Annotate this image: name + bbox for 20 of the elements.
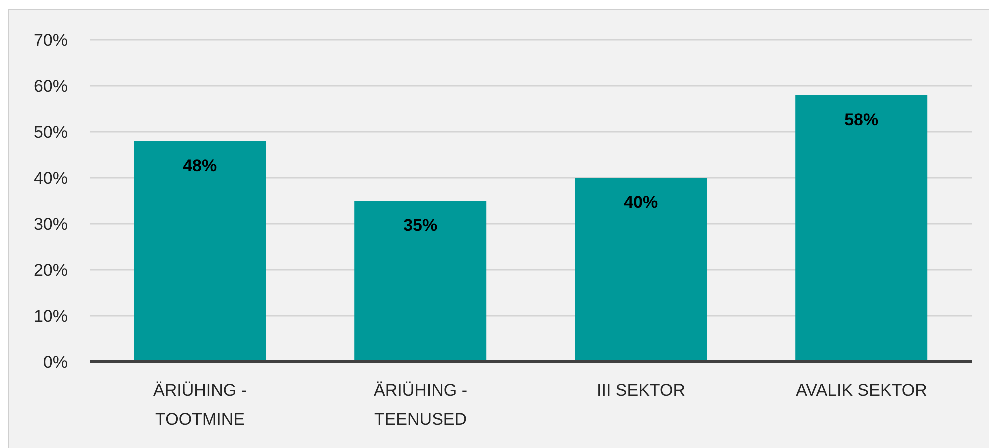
y-tick-label: 10% xyxy=(34,307,68,326)
y-tick-label: 70% xyxy=(34,31,68,50)
x-tick-label: AVALIK SEKTOR xyxy=(796,381,928,400)
data-label: 35% xyxy=(404,216,438,236)
bar xyxy=(575,178,708,362)
y-tick-label: 20% xyxy=(34,261,68,280)
y-tick-label: 0% xyxy=(43,353,68,372)
bar xyxy=(134,141,266,362)
y-tick-label: 60% xyxy=(34,77,68,96)
y-tick-label: 40% xyxy=(34,169,68,188)
y-tick-label: 50% xyxy=(34,123,68,142)
y-tick-label: 30% xyxy=(34,215,68,234)
bar xyxy=(354,201,487,362)
data-label: 48% xyxy=(183,156,218,176)
x-tick-label: ÄRIÜHING - TOOTMINE xyxy=(154,381,247,429)
x-tick-label: III SEKTOR xyxy=(597,381,686,400)
bar xyxy=(796,95,928,362)
x-tick-label: ÄRIÜHING - TEENUSED xyxy=(374,381,468,429)
data-label: 40% xyxy=(624,193,658,212)
data-label: 58% xyxy=(844,110,879,130)
